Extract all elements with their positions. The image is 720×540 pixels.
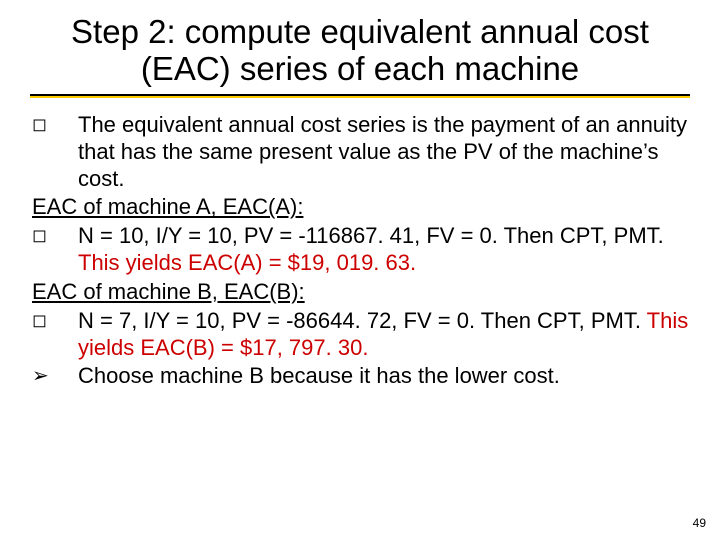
eac-a-result: This yields EAC(A) = $19, 019. 63. — [78, 250, 416, 275]
eac-b-text: N = 7, I/Y = 10, PV = -86644. 72, FV = 0… — [78, 308, 690, 362]
bullet-choose: ➢ Choose machine B because it has the lo… — [30, 363, 690, 390]
eac-a-text: N = 10, I/Y = 10, PV = -116867. 41, FV =… — [78, 223, 690, 277]
square-bullet-icon: ◻ — [30, 112, 78, 136]
heading-eac-b: EAC of machine B, EAC(B): — [32, 279, 690, 306]
title-underline — [30, 94, 690, 98]
intro-text: The equivalent annual cost series is the… — [78, 112, 690, 192]
bullet-intro: ◻ The equivalent annual cost series is t… — [30, 112, 690, 192]
slide: Step 2: compute equivalent annual cost (… — [0, 0, 720, 540]
bullet-eac-a: ◻ N = 10, I/Y = 10, PV = -116867. 41, FV… — [30, 223, 690, 277]
slide-body: ◻ The equivalent annual cost series is t… — [30, 112, 690, 390]
eac-b-pre: N = 7, I/Y = 10, PV = -86644. 72, FV = 0… — [78, 308, 647, 333]
page-number: 49 — [693, 516, 706, 530]
heading-eac-a: EAC of machine A, EAC(A): — [32, 194, 690, 221]
square-bullet-icon: ◻ — [30, 223, 78, 247]
bullet-eac-b: ◻ N = 7, I/Y = 10, PV = -86644. 72, FV =… — [30, 308, 690, 362]
arrow-bullet-icon: ➢ — [30, 363, 78, 390]
slide-title: Step 2: compute equivalent annual cost (… — [30, 14, 690, 88]
choose-text: Choose machine B because it has the lowe… — [78, 363, 690, 390]
eac-a-pre: N = 10, I/Y = 10, PV = -116867. 41, FV =… — [78, 223, 664, 248]
square-bullet-icon: ◻ — [30, 308, 78, 332]
